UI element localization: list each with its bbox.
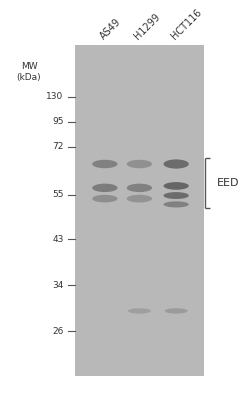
Text: MW
(kDa): MW (kDa) xyxy=(17,62,41,82)
Ellipse shape xyxy=(164,201,189,208)
Ellipse shape xyxy=(165,308,188,314)
Ellipse shape xyxy=(128,308,151,314)
Ellipse shape xyxy=(164,182,189,190)
Ellipse shape xyxy=(92,184,118,192)
Text: 26: 26 xyxy=(52,327,63,336)
Text: 72: 72 xyxy=(52,142,63,151)
FancyBboxPatch shape xyxy=(75,45,204,376)
Text: 130: 130 xyxy=(46,92,63,101)
Text: 43: 43 xyxy=(52,234,63,244)
Ellipse shape xyxy=(127,195,152,202)
Ellipse shape xyxy=(92,160,118,168)
Text: 34: 34 xyxy=(52,281,63,290)
Text: 55: 55 xyxy=(52,190,63,199)
Text: AS49: AS49 xyxy=(98,16,122,41)
Ellipse shape xyxy=(92,195,118,202)
Ellipse shape xyxy=(127,184,152,192)
Ellipse shape xyxy=(164,160,189,169)
Text: 95: 95 xyxy=(52,117,63,126)
Text: H1299: H1299 xyxy=(132,11,162,41)
Text: HCT116: HCT116 xyxy=(169,7,203,41)
Ellipse shape xyxy=(164,192,189,199)
Text: EED: EED xyxy=(217,178,239,188)
Ellipse shape xyxy=(127,160,152,168)
